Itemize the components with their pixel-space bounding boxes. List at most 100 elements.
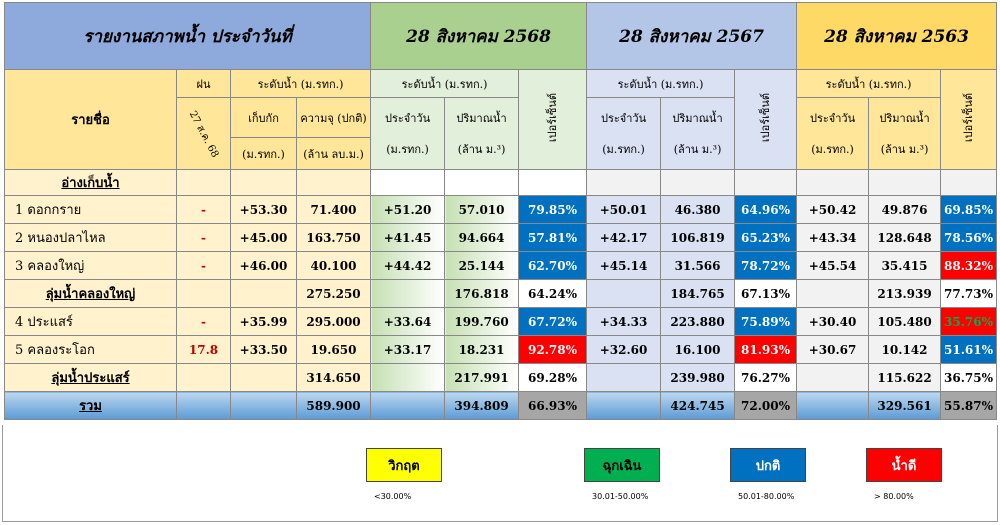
volume-header-2568: ปริมาณน้ำ (ล้าน ม.³) — [444, 97, 520, 170]
storage-level-cell: +33.50 — [230, 335, 297, 364]
volume-2563: 10.142 — [868, 335, 942, 364]
storage-unit-header: (ม.รทก.) — [230, 137, 297, 170]
daily-level-2567 — [586, 279, 662, 308]
rain-header: ฝน — [176, 69, 231, 98]
table-row: 2 หนองปลาไหล - +45.00 163.750 +41.45 94.664 57… — [4, 223, 998, 252]
storage-level-cell: +45.00 — [230, 223, 297, 252]
volume-2567: 16.100 — [660, 335, 736, 364]
percent-2567: 75.89% — [734, 307, 798, 336]
rain-cell: - — [176, 223, 231, 252]
rain-date-header: 27 ส.ค. 68 — [176, 97, 231, 170]
daily-level-2567 — [586, 363, 662, 392]
report-title: รายงานสภาพน้ำ ประจำวันที่ — [3, 2, 372, 70]
percent-2568: 64.24% — [518, 279, 588, 308]
daily-level-2563: +50.42 — [796, 195, 870, 224]
capacity-cell: 295.000 — [295, 307, 372, 336]
daily-level-2568 — [370, 363, 446, 392]
daily-level-2568: +44.42 — [370, 251, 446, 280]
percent-2563: 77.73% — [940, 279, 998, 308]
storage-header: เก็บกัก — [230, 97, 297, 138]
volume-2567: 184.765 — [660, 279, 736, 308]
volume-2568: 25.144 — [444, 251, 520, 280]
water-report: รายงานสภาพน้ำ ประจำวันที่ 28 สิงหาคม 256… — [3, 2, 998, 420]
percent-2567: 65.23% — [734, 223, 798, 252]
date-2568: 28 สิงหาคม 2568 — [370, 2, 588, 70]
daily-level-2568 — [370, 279, 446, 308]
volume-2567: 223.880 — [660, 307, 736, 336]
daily-level-2567: +50.01 — [586, 195, 662, 224]
volume-2568: 176.818 — [444, 279, 520, 308]
daily-level-2567: +32.60 — [586, 335, 662, 364]
date-2567: 28 สิงหาคม 2567 — [586, 2, 798, 70]
station-name: 5 คลองระโอก — [4, 335, 177, 364]
daily-level-2567: +34.33 — [586, 307, 662, 336]
daily-level-2568: +33.64 — [370, 307, 446, 336]
daily-level-2567: +45.14 — [586, 251, 662, 280]
level-header: ระดับน้ำ (ม.รทก.) — [229, 69, 372, 98]
daily-level-2563 — [796, 279, 870, 308]
station-name: 1 ดอกกราย — [4, 195, 177, 224]
volume-2567: 106.819 — [660, 223, 736, 252]
percent-2568: 67.72% — [518, 307, 588, 336]
station-name: 3 คลองใหญ่ — [4, 251, 177, 280]
daily-level-2567: +42.17 — [586, 223, 662, 252]
daily-header-2563: ประจำวัน (ม.รทก.) — [796, 97, 870, 170]
volume-2567: 239.980 — [660, 363, 736, 392]
table-row: 3 คลองใหญ่ - +46.00 40.100 +44.42 25.144 62.70… — [4, 251, 998, 280]
percent-2563: 55.87% — [940, 391, 998, 420]
rain-cell — [176, 391, 231, 420]
daily-level-2563: +30.40 — [796, 307, 870, 336]
table-row: 4 ประแสร์ - +35.99 295.000 +33.64 199.760 67.7… — [4, 307, 998, 336]
percent-2563: 69.85% — [940, 195, 998, 224]
percent-2568: 62.70% — [518, 251, 588, 280]
storage-level-cell: +46.00 — [230, 251, 297, 280]
station-name: รวม — [4, 391, 177, 420]
percent-2568: 57.81% — [518, 223, 588, 252]
percent-2563: 36.75% — [940, 363, 998, 392]
group-row: ลุ่มน้ำประแสร์ 314.650 217.991 69.28% 239.98… — [4, 363, 998, 392]
percent-2567: 76.27% — [734, 363, 798, 392]
volume-2568: 217.991 — [444, 363, 520, 392]
volume-2563: 128.648 — [868, 223, 942, 252]
volume-2568: 18.231 — [444, 335, 520, 364]
capacity-header: ความจุ (ปกติ) — [295, 97, 372, 138]
capacity-cell: 314.650 — [295, 363, 372, 392]
volume-2563: 49.876 — [868, 195, 942, 224]
storage-level-cell — [230, 279, 297, 308]
percent-2563: 88.32% — [940, 251, 998, 280]
volume-2567: 31.566 — [660, 251, 736, 280]
total-row: รวม 589.900 394.809 66.93% 424.745 72.00% 329.… — [4, 391, 998, 420]
rain-cell: - — [176, 195, 231, 224]
percent-2567: 67.13% — [734, 279, 798, 308]
percent-header-2568: เปอร์เซ็นต์ — [518, 69, 588, 170]
daily-level-2568: +33.17 — [370, 335, 446, 364]
percent-2567: 78.72% — [734, 251, 798, 280]
capacity-cell: 275.250 — [295, 279, 372, 308]
station-name: 4 ประแสร์ — [4, 307, 177, 336]
volume-header-2563: ปริมาณน้ำ (ล้าน ม.³) — [868, 97, 942, 170]
capacity-unit-header: (ล้าน ลบ.ม.) — [295, 137, 372, 170]
table-row: 1 ดอกกราย - +53.30 71.400 +51.20 57.010 79.85%… — [4, 195, 998, 224]
level-header-2567: ระดับน้ำ (ม.รทก.) — [586, 69, 736, 98]
percent-2568: 92.78% — [518, 335, 588, 364]
daily-level-2567 — [586, 391, 662, 420]
level-header-2568: ระดับน้ำ (ม.รทก.) — [370, 69, 520, 98]
percent-2567: 72.00% — [734, 391, 798, 420]
capacity-cell: 19.650 — [295, 335, 372, 364]
volume-2567: 424.745 — [660, 391, 736, 420]
storage-level-cell: +35.99 — [230, 307, 297, 336]
percent-2568: 69.28% — [518, 363, 588, 392]
water-report-table: รายงานสภาพน้ำ ประจำวันที่ 28 สิงหาคม 256… — [3, 2, 998, 420]
percent-2568: 79.85% — [518, 195, 588, 224]
group-row: ลุ่มน้ำคลองใหญ่ 275.250 176.818 64.24% 184.7… — [4, 279, 998, 308]
daily-level-2568: +41.45 — [370, 223, 446, 252]
date-2563: 28 สิงหาคม 2563 — [796, 2, 998, 70]
percent-2563: 35.76% — [940, 307, 998, 336]
percent-2567: 81.93% — [734, 335, 798, 364]
station-name: 2 หนองปลาไหล — [4, 223, 177, 252]
capacity-cell: 163.750 — [295, 223, 372, 252]
volume-2563: 213.939 — [868, 279, 942, 308]
volume-header-2567: ปริมาณน้ำ (ล้าน ม.³) — [660, 97, 736, 170]
percent-2563: 51.61% — [940, 335, 998, 364]
table-row: 5 คลองระโอก 17.8 +33.50 19.650 +33.17 18.231 9… — [4, 335, 998, 364]
